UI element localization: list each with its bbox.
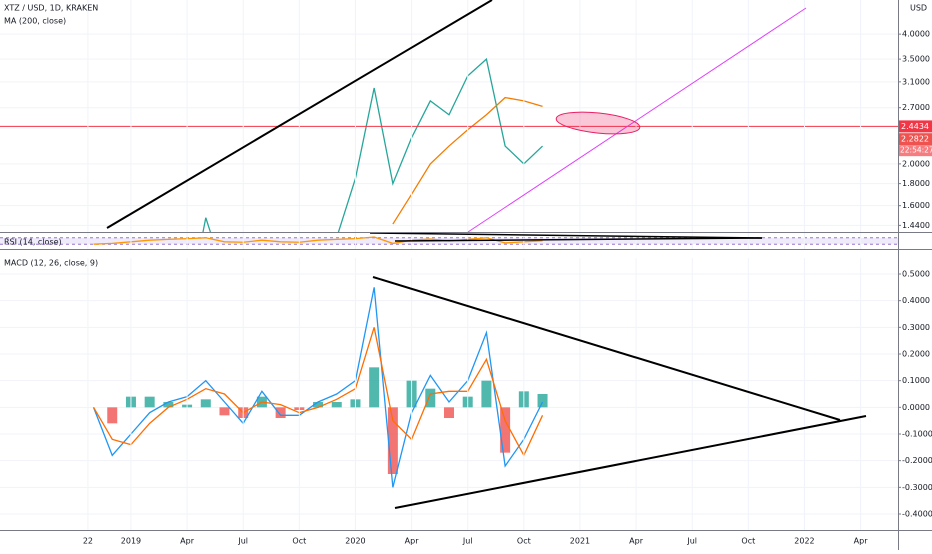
trend-line bbox=[106, 0, 493, 229]
histogram-bar bbox=[425, 388, 436, 408]
histogram-bar bbox=[444, 407, 454, 418]
x-tick-label: Jul bbox=[237, 537, 248, 546]
legend-entry: MA (200, close) bbox=[4, 17, 66, 26]
trend-line bbox=[394, 237, 763, 242]
pane-title: MACD (12, 26, close, 9) bbox=[4, 259, 98, 268]
y-tick-label: 3.5000 bbox=[902, 55, 930, 64]
x-tick-label: 2022 bbox=[794, 537, 814, 546]
x-tick-label: Oct bbox=[517, 537, 531, 546]
y-tick-label: 0.4000 bbox=[902, 296, 930, 305]
x-tick-label: 22 bbox=[83, 537, 93, 546]
last-price-label: 2.2822 bbox=[901, 135, 929, 144]
y-tick-label: -0.4000 bbox=[902, 510, 932, 519]
trend-line bbox=[467, 7, 807, 233]
histogram-bar bbox=[163, 402, 174, 408]
x-tick-label: Oct bbox=[292, 537, 306, 546]
price-tag-label: 2.4434 bbox=[901, 122, 929, 131]
x-tick-label: Apr bbox=[405, 537, 420, 546]
x-tick-label: 2019 bbox=[121, 537, 141, 546]
countdown-label: 22:54:27 bbox=[900, 146, 932, 155]
pane bbox=[0, 33, 898, 232]
y-tick-label: 0.5000 bbox=[902, 270, 930, 279]
y-tick-label: 2.7000 bbox=[902, 103, 930, 112]
y-tick-label: 4.0000 bbox=[902, 30, 930, 39]
x-tick-label: Apr bbox=[854, 537, 869, 546]
histogram-bar bbox=[313, 402, 324, 408]
histogram-bar bbox=[537, 394, 548, 408]
y-tick-label: 0.0000 bbox=[902, 403, 930, 412]
x-tick-label: 2020 bbox=[345, 537, 365, 546]
y-tick-label: 3.1000 bbox=[902, 77, 930, 86]
histogram-bar bbox=[219, 407, 230, 416]
x-tick-label: Oct bbox=[741, 537, 755, 546]
histogram-bar bbox=[481, 380, 492, 408]
histogram-bar bbox=[144, 396, 155, 408]
histogram-bar bbox=[331, 402, 342, 408]
y-tick-label: 1.6000 bbox=[902, 201, 930, 210]
trend-line bbox=[394, 415, 867, 509]
histogram-bar bbox=[200, 399, 211, 408]
trend-line bbox=[372, 276, 841, 421]
x-tick-label: 2021 bbox=[570, 537, 590, 546]
histogram-bar bbox=[500, 407, 511, 453]
pane-title: RSI (14, close) bbox=[4, 238, 62, 247]
y-tick-label: 0.3000 bbox=[902, 323, 930, 332]
histogram-bar bbox=[387, 407, 398, 474]
histogram-bar bbox=[369, 367, 380, 408]
currency-label: USD bbox=[910, 4, 927, 13]
y-tick-label: 0.1000 bbox=[902, 376, 930, 385]
y-tick-label: -0.1000 bbox=[902, 430, 932, 439]
chart-title: XTZ / USD, 1D, KRAKEN bbox=[4, 4, 98, 13]
y-tick-label: 1.8000 bbox=[902, 179, 930, 188]
x-tick-label: Jul bbox=[686, 537, 697, 546]
histogram-bar bbox=[275, 407, 286, 418]
countdown-tag bbox=[898, 145, 932, 157]
user-drawings bbox=[106, 0, 867, 509]
y-tick-label: 2.0000 bbox=[902, 159, 930, 168]
ellipse bbox=[555, 111, 641, 135]
price-tag bbox=[898, 120, 932, 133]
histogram-bar bbox=[107, 407, 118, 424]
y-tick-label: 0.2000 bbox=[902, 350, 930, 359]
last-price-tag bbox=[898, 133, 932, 146]
x-tick-label: Apr bbox=[180, 537, 195, 546]
y-tick-label: 1.4400 bbox=[902, 221, 930, 230]
x-tick-label: Apr bbox=[629, 537, 644, 546]
x-tick-label: Jul bbox=[462, 537, 473, 546]
y-tick-label: -0.2000 bbox=[902, 456, 932, 465]
trend-line bbox=[369, 232, 763, 239]
y-tick-label: -0.3000 bbox=[902, 483, 932, 492]
